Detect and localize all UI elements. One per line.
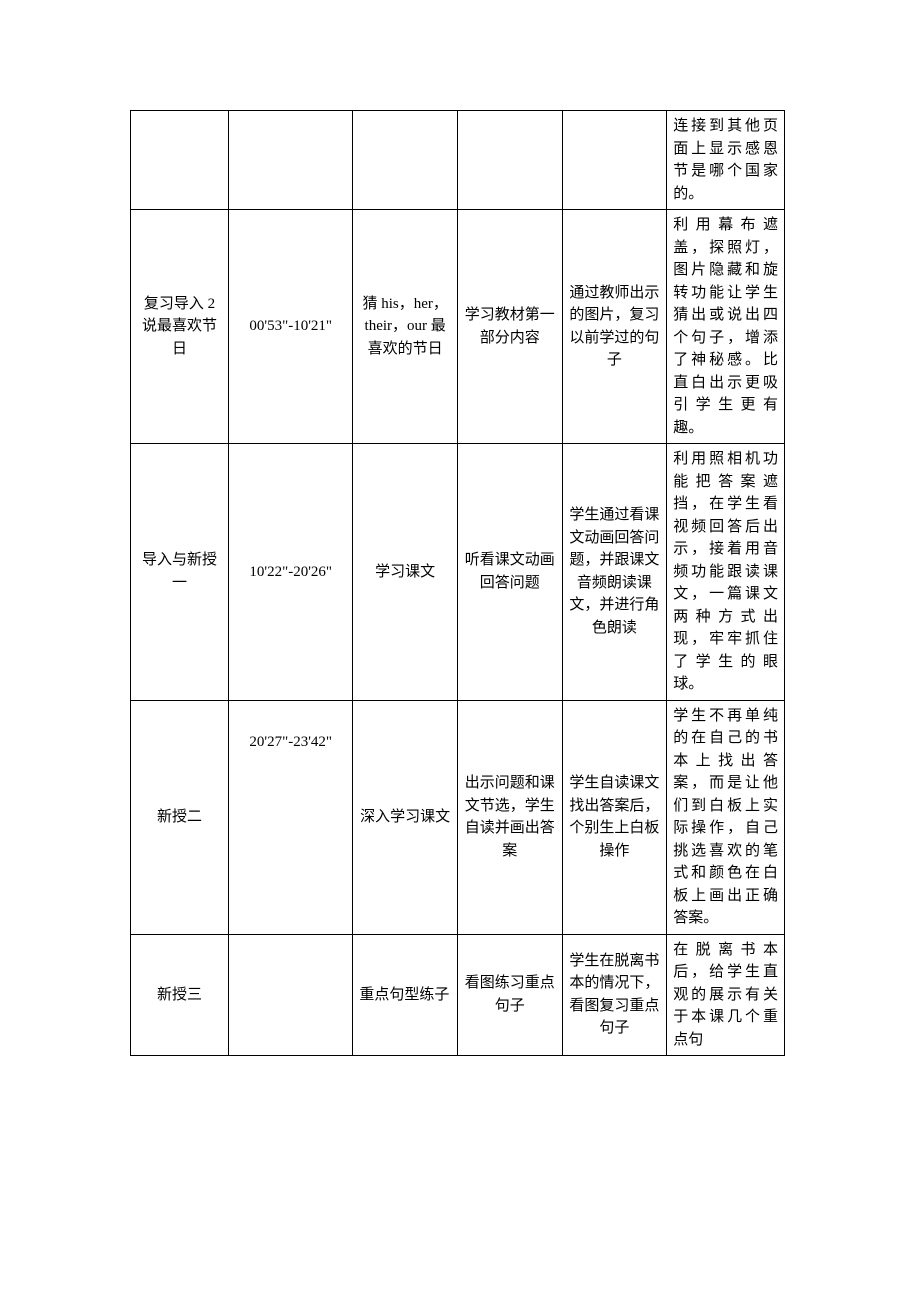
cell-note: 利用照相机功能把答案遮挡，在学生看视频回答后出示，接着用音频功能跟读课文，一篇课…	[667, 444, 785, 701]
cell-student	[562, 111, 667, 210]
cell-activity: 重点句型练子	[353, 934, 458, 1056]
cell-time: 00'53"-10'21"	[229, 210, 353, 444]
cell-note: 在脱离书本后，给学生直观的展示有关于本课几个重点句	[667, 934, 785, 1056]
cell-student: 通过教师出示的图片，复习以前学过的句子	[562, 210, 667, 444]
cell-student: 学生通过看课文动画回答问题，并跟课文音频朗读课文，并进行角色朗读	[562, 444, 667, 701]
cell-activity: 猜 his，her，their，our 最喜欢的节日	[353, 210, 458, 444]
cell-goal	[457, 111, 562, 210]
cell-stage: 复习导入 2说最喜欢节日	[131, 210, 229, 444]
cell-note: 利用幕布遮盖，探照灯，图片隐藏和旋转功能让学生猜出或说出四个句子，增添了神秘感。…	[667, 210, 785, 444]
table-row: 导入与新授一 10'22"-20'26" 学习课文 听看课文动画回答问题 学生通…	[131, 444, 785, 701]
table-row: 复习导入 2说最喜欢节日 00'53"-10'21" 猜 his，her，the…	[131, 210, 785, 444]
cell-goal: 听看课文动画回答问题	[457, 444, 562, 701]
cell-time	[229, 111, 353, 210]
cell-goal: 学习教材第一部分内容	[457, 210, 562, 444]
cell-student: 学生在脱离书本的情况下，看图复习重点句子	[562, 934, 667, 1056]
cell-stage: 新授三	[131, 934, 229, 1056]
cell-stage: 新授二	[131, 700, 229, 934]
document-page: 连接到其他页面上显示感恩节是哪个国家的。 复习导入 2说最喜欢节日 00'53"…	[0, 0, 920, 1302]
cell-goal: 看图练习重点句子	[457, 934, 562, 1056]
cell-time: 20'27"-23'42"	[229, 700, 353, 934]
cell-goal: 出示问题和课文节选，学生自读并画出答案	[457, 700, 562, 934]
cell-time	[229, 934, 353, 1056]
cell-activity: 学习课文	[353, 444, 458, 701]
table-row: 连接到其他页面上显示感恩节是哪个国家的。	[131, 111, 785, 210]
cell-stage: 导入与新授一	[131, 444, 229, 701]
cell-activity: 深入学习课文	[353, 700, 458, 934]
cell-time: 10'22"-20'26"	[229, 444, 353, 701]
cell-note: 连接到其他页面上显示感恩节是哪个国家的。	[667, 111, 785, 210]
cell-student: 学生自读课文找出答案后，个别生上白板操作	[562, 700, 667, 934]
table-row: 新授三 重点句型练子 看图练习重点句子 学生在脱离书本的情况下，看图复习重点句子…	[131, 934, 785, 1056]
cell-note: 学生不再单纯的在自己的书本上找出答案，而是让他们到白板上实际操作，自己挑选喜欢的…	[667, 700, 785, 934]
table-row: 新授二 20'27"-23'42" 深入学习课文 出示问题和课文节选，学生自读并…	[131, 700, 785, 934]
cell-stage	[131, 111, 229, 210]
cell-activity	[353, 111, 458, 210]
lesson-plan-table: 连接到其他页面上显示感恩节是哪个国家的。 复习导入 2说最喜欢节日 00'53"…	[130, 110, 785, 1056]
